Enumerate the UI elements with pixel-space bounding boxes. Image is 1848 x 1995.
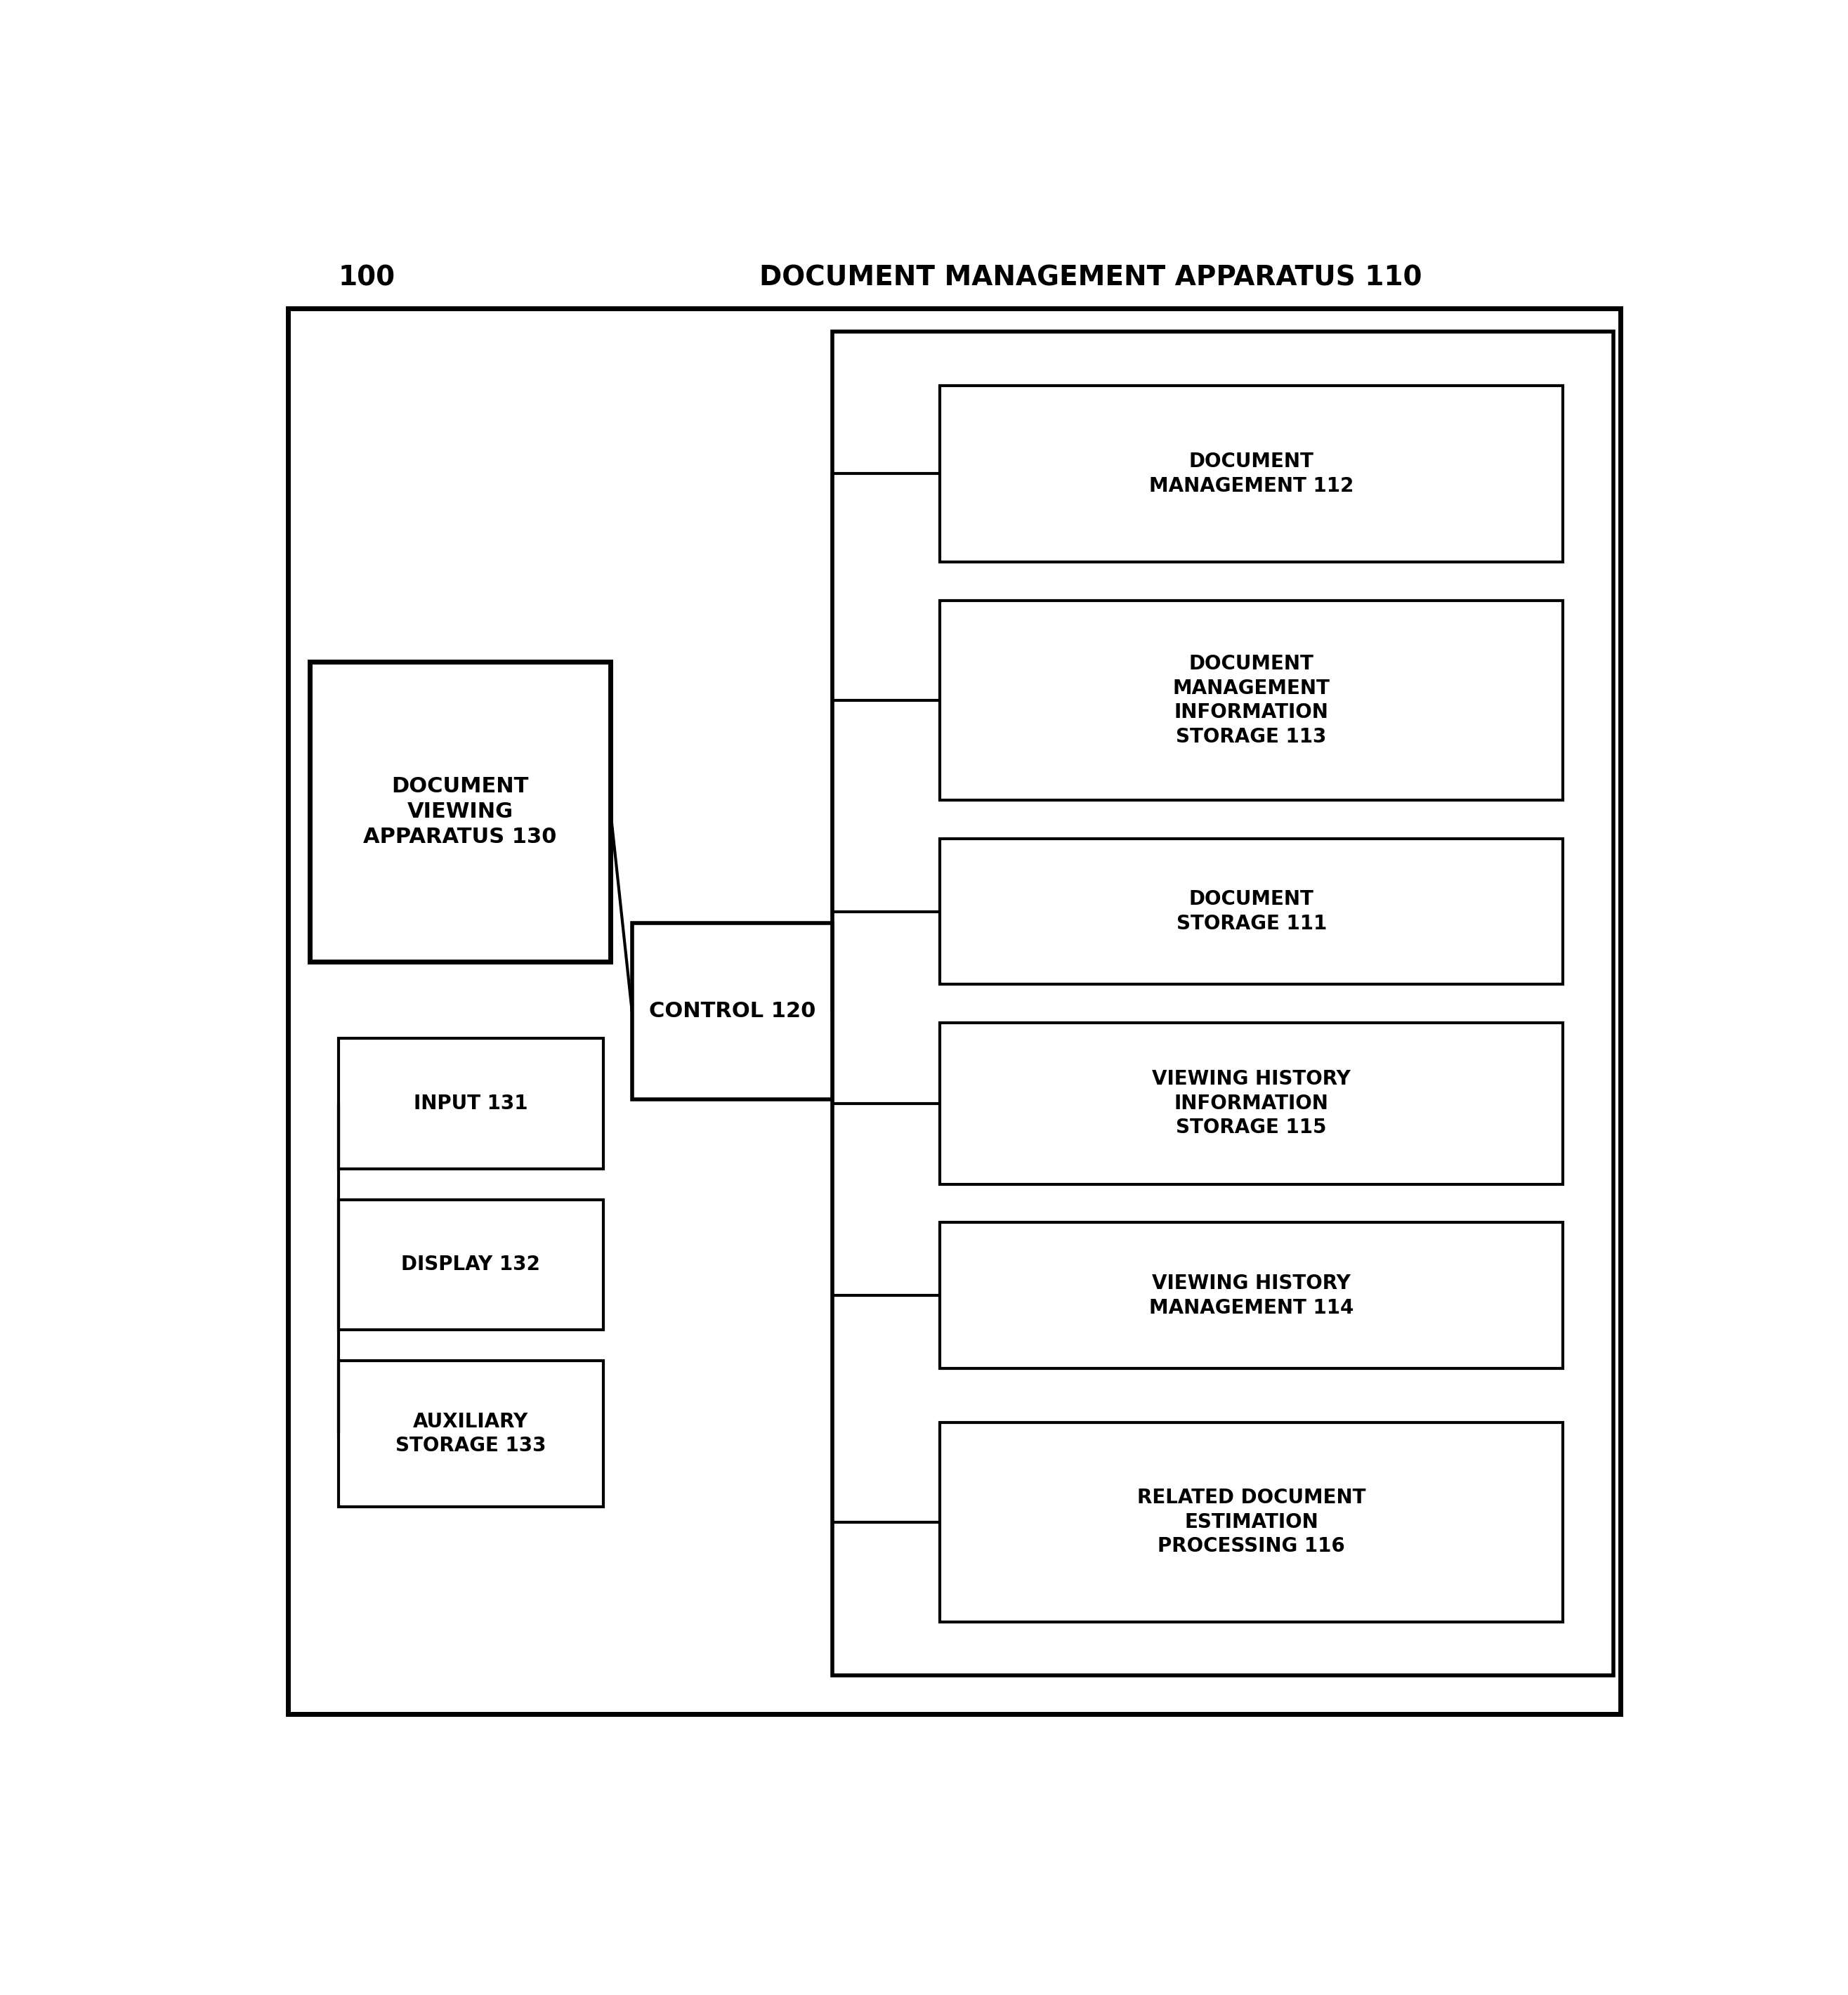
Bar — [310, 662, 610, 962]
Text: AUXILIARY
STORAGE 133: AUXILIARY STORAGE 133 — [395, 1412, 547, 1456]
Text: VIEWING HISTORY
MANAGEMENT 114: VIEWING HISTORY MANAGEMENT 114 — [1149, 1273, 1355, 1317]
Bar — [338, 1199, 602, 1331]
Text: DISPLAY 132: DISPLAY 132 — [401, 1255, 540, 1275]
Bar — [338, 1037, 602, 1169]
Text: 100: 100 — [338, 265, 395, 291]
Text: DOCUMENT
STORAGE 111: DOCUMENT STORAGE 111 — [1175, 890, 1327, 934]
Bar — [941, 838, 1563, 984]
Text: DOCUMENT
MANAGEMENT 112: DOCUMENT MANAGEMENT 112 — [1149, 451, 1355, 495]
Bar — [941, 1422, 1563, 1622]
Text: DOCUMENT
MANAGEMENT
INFORMATION
STORAGE 113: DOCUMENT MANAGEMENT INFORMATION STORAGE … — [1173, 654, 1331, 746]
Bar — [941, 1223, 1563, 1369]
Bar — [338, 1361, 602, 1506]
Text: INPUT 131: INPUT 131 — [414, 1093, 529, 1113]
Text: VIEWING HISTORY
INFORMATION
STORAGE 115: VIEWING HISTORY INFORMATION STORAGE 115 — [1151, 1069, 1351, 1137]
Text: RELATED DOCUMENT
ESTIMATION
PROCESSING 116: RELATED DOCUMENT ESTIMATION PROCESSING 1… — [1137, 1488, 1366, 1556]
Bar — [941, 1023, 1563, 1185]
Bar — [632, 924, 833, 1099]
Bar — [941, 385, 1563, 563]
Text: DOCUMENT MANAGEMENT APPARATUS 110: DOCUMENT MANAGEMENT APPARATUS 110 — [760, 265, 1421, 291]
Bar — [941, 600, 1563, 800]
Bar — [832, 331, 1613, 1676]
Text: CONTROL 120: CONTROL 120 — [649, 1001, 815, 1021]
Text: DOCUMENT
VIEWING
APPARATUS 130: DOCUMENT VIEWING APPARATUS 130 — [364, 776, 556, 848]
